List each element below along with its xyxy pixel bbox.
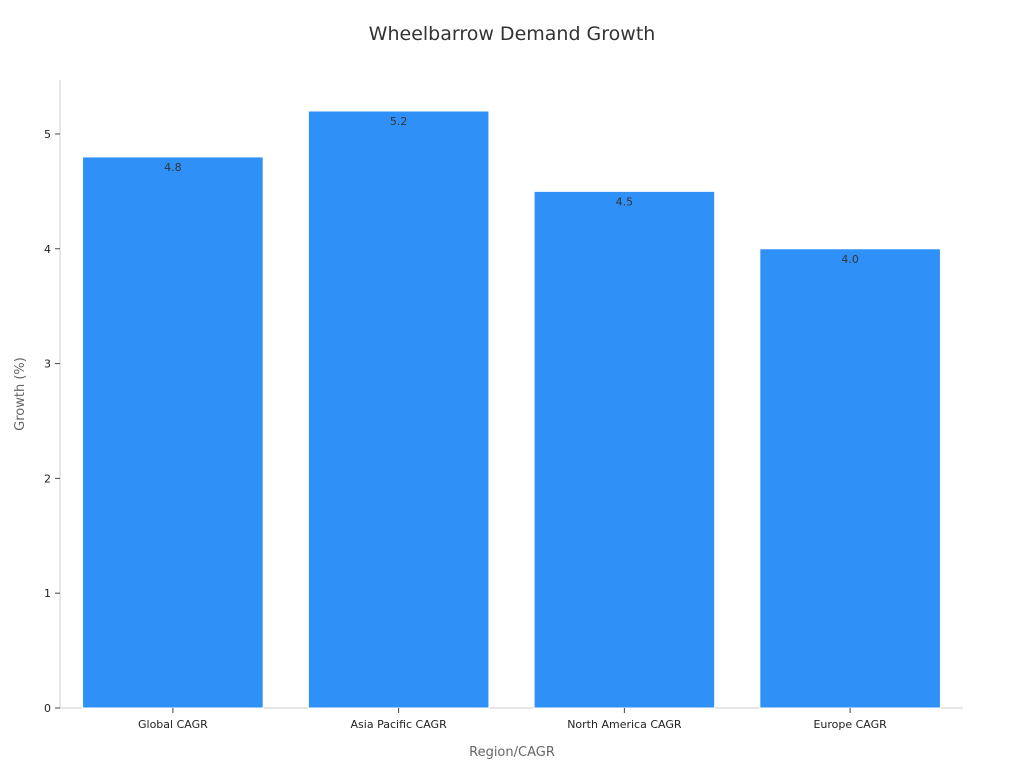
bar-value-label: 4.8 xyxy=(164,161,182,174)
bar-value-label: 4.5 xyxy=(616,195,634,208)
x-tick-label: Europe CAGR xyxy=(813,718,887,731)
y-tick-label: 0 xyxy=(44,702,51,715)
bar-value-label: 5.2 xyxy=(390,115,408,128)
x-tick-label: Asia Pacific CAGR xyxy=(351,718,448,731)
bar xyxy=(533,190,716,709)
y-axis-label: Growth (%) xyxy=(13,357,28,431)
chart-title: Wheelbarrow Demand Growth xyxy=(369,23,656,45)
bar xyxy=(759,248,941,709)
y-tick-label: 3 xyxy=(44,358,51,371)
bar xyxy=(82,156,264,709)
y-tick-label: 1 xyxy=(44,587,51,600)
y-tick-label: 5 xyxy=(44,128,51,141)
x-tick-label: Global CAGR xyxy=(138,718,208,731)
bar xyxy=(307,110,490,709)
x-axis-label: Region/CAGR xyxy=(469,745,555,760)
plot-area: 0 1 2 3 4 5 4.8 Global CAGR 5.2 Asia Pacific CAGR… xyxy=(44,80,963,731)
x-tick-label: North America CAGR xyxy=(567,718,682,731)
bar-value-label: 4.0 xyxy=(841,253,859,266)
y-tick-label: 2 xyxy=(44,472,51,485)
y-tick-label: 4 xyxy=(44,243,51,256)
